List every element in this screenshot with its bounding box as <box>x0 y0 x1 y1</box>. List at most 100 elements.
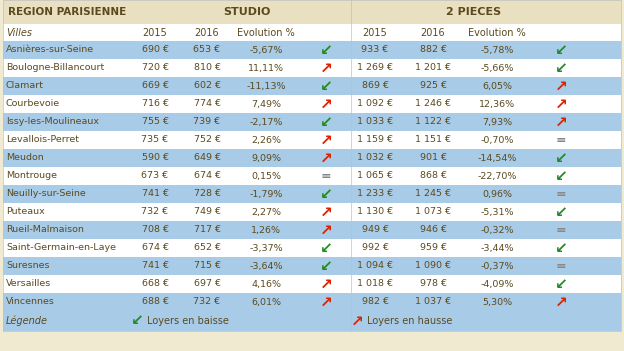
Text: Montrouge: Montrouge <box>6 172 57 180</box>
Text: 9,09%: 9,09% <box>251 153 281 163</box>
Text: 752 €: 752 € <box>193 135 220 145</box>
Text: ↗: ↗ <box>319 294 333 310</box>
Text: -0,32%: -0,32% <box>480 225 514 234</box>
Text: 2016: 2016 <box>421 27 446 38</box>
Bar <box>3 185 621 203</box>
Text: 688 €: 688 € <box>142 298 168 306</box>
Text: Evolution %: Evolution % <box>468 27 526 38</box>
Text: =: = <box>556 187 567 200</box>
Text: 732 €: 732 € <box>142 207 168 217</box>
Text: 1 037 €: 1 037 € <box>415 298 451 306</box>
Text: ↗: ↗ <box>555 79 567 93</box>
Text: Clamart: Clamart <box>6 81 44 91</box>
Text: -5,31%: -5,31% <box>480 207 514 217</box>
Text: Evolution %: Evolution % <box>237 27 295 38</box>
Text: 715 €: 715 € <box>193 261 220 271</box>
Text: 1 159 €: 1 159 € <box>357 135 393 145</box>
Text: ↙: ↙ <box>555 205 567 219</box>
Text: 0,15%: 0,15% <box>251 172 281 180</box>
Text: -3,64%: -3,64% <box>249 261 283 271</box>
Text: 668 €: 668 € <box>142 279 168 289</box>
Text: ↗: ↗ <box>351 313 363 329</box>
Text: 0,96%: 0,96% <box>482 190 512 199</box>
Bar <box>3 167 621 185</box>
Text: Loyers en hausse: Loyers en hausse <box>367 316 452 326</box>
Text: ↗: ↗ <box>319 60 333 75</box>
Text: 697 €: 697 € <box>193 279 220 289</box>
Text: 1 094 €: 1 094 € <box>357 261 393 271</box>
Text: 4,16%: 4,16% <box>251 279 281 289</box>
Text: -3,37%: -3,37% <box>249 244 283 252</box>
Text: 7,93%: 7,93% <box>482 118 512 126</box>
Text: 1 245 €: 1 245 € <box>415 190 451 199</box>
Text: -0,37%: -0,37% <box>480 261 514 271</box>
Text: 1 246 €: 1 246 € <box>415 99 451 108</box>
Text: 590 €: 590 € <box>142 153 168 163</box>
Text: 774 €: 774 € <box>193 99 220 108</box>
Text: -4,09%: -4,09% <box>480 279 514 289</box>
Text: STUDIO: STUDIO <box>223 7 270 17</box>
Text: 11,11%: 11,11% <box>248 64 284 73</box>
Text: ↗: ↗ <box>319 132 333 147</box>
Text: ↙: ↙ <box>319 186 333 201</box>
Text: -5,78%: -5,78% <box>480 46 514 54</box>
Bar <box>3 311 621 331</box>
Text: ↙: ↙ <box>319 42 333 58</box>
Text: 6,01%: 6,01% <box>251 298 281 306</box>
Text: 1 033 €: 1 033 € <box>357 118 393 126</box>
Text: 602 €: 602 € <box>193 81 220 91</box>
Text: 649 €: 649 € <box>193 153 220 163</box>
Text: ↙: ↙ <box>319 240 333 256</box>
Text: -2,17%: -2,17% <box>250 118 283 126</box>
Text: ↙: ↙ <box>555 60 567 75</box>
Text: 1 122 €: 1 122 € <box>415 118 451 126</box>
Text: 2015: 2015 <box>143 27 167 38</box>
Text: -0,70%: -0,70% <box>480 135 514 145</box>
Text: 732 €: 732 € <box>193 298 220 306</box>
Text: 708 €: 708 € <box>142 225 168 234</box>
Text: 2016: 2016 <box>195 27 219 38</box>
Text: 716 €: 716 € <box>142 99 168 108</box>
Text: Boulogne-Billancourt: Boulogne-Billancourt <box>6 64 104 73</box>
Text: 739 €: 739 € <box>193 118 220 126</box>
Text: 2015: 2015 <box>363 27 388 38</box>
Text: =: = <box>556 133 567 146</box>
Text: 1 018 €: 1 018 € <box>357 279 393 289</box>
Bar <box>3 293 621 311</box>
Text: Saint-Germain-en-Laye: Saint-Germain-en-Laye <box>6 244 116 252</box>
Text: =: = <box>321 170 331 183</box>
Text: 2,27%: 2,27% <box>251 207 281 217</box>
Text: Neuilly-sur-Seine: Neuilly-sur-Seine <box>6 190 85 199</box>
Text: 978 €: 978 € <box>419 279 447 289</box>
Text: ↗: ↗ <box>319 205 333 219</box>
Text: 882 €: 882 € <box>419 46 447 54</box>
Text: 1 073 €: 1 073 € <box>415 207 451 217</box>
Text: Légende: Légende <box>6 316 48 326</box>
Text: ↗: ↗ <box>319 223 333 238</box>
Text: 674 €: 674 € <box>142 244 168 252</box>
Text: ↙: ↙ <box>319 79 333 93</box>
Text: 690 €: 690 € <box>142 46 168 54</box>
Bar <box>3 41 621 59</box>
Text: =: = <box>556 224 567 237</box>
Text: Villes: Villes <box>6 27 32 38</box>
Text: 653 €: 653 € <box>193 46 220 54</box>
Text: 949 €: 949 € <box>361 225 389 234</box>
Text: 728 €: 728 € <box>193 190 220 199</box>
Text: -5,66%: -5,66% <box>480 64 514 73</box>
Text: Meudon: Meudon <box>6 153 44 163</box>
Text: ↗: ↗ <box>319 151 333 166</box>
Text: 946 €: 946 € <box>419 225 447 234</box>
Text: 1 233 €: 1 233 € <box>357 190 393 199</box>
Text: ↙: ↙ <box>555 277 567 291</box>
Bar <box>3 95 621 113</box>
Bar <box>3 239 621 257</box>
Text: 741 €: 741 € <box>142 261 168 271</box>
Text: 959 €: 959 € <box>419 244 447 252</box>
Text: 735 €: 735 € <box>142 135 168 145</box>
Text: 1 269 €: 1 269 € <box>357 64 393 73</box>
Bar <box>3 113 621 131</box>
Text: 933 €: 933 € <box>361 46 389 54</box>
Text: ↙: ↙ <box>130 313 144 329</box>
Text: 992 €: 992 € <box>361 244 389 252</box>
